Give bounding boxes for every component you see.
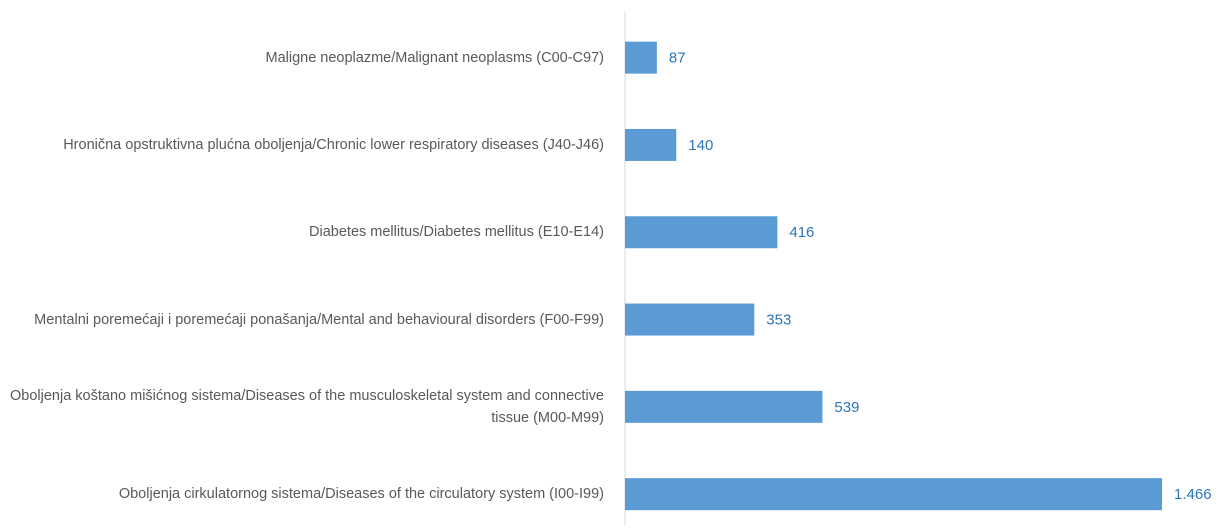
value-label: 87 [669,50,686,67]
bar [625,41,657,74]
bar [625,303,755,336]
category-text: Diabetes mellitus/Diabetes mellitus (E10… [309,224,604,241]
category-label: Maligne neoplazme/Malignant neoplasms (C… [4,28,604,88]
category-label: Mentalni poremećaji i poremećaji ponašan… [4,290,604,350]
category-text: Oboljenja koštano mišićnog sistema/Disea… [10,387,604,426]
value-label: 140 [688,137,713,154]
category-text: Oboljenja cirkulatornog sistema/Diseases… [118,486,604,503]
category-label: Hronična opstruktivna plućna oboljenja/C… [4,115,604,175]
bar [625,216,778,249]
category-label: Diabetes mellitus/Diabetes mellitus (E10… [4,202,604,262]
value-label: 353 [766,312,791,329]
value-label: 539 [834,399,859,416]
bar [625,390,823,423]
category-text: Hronična opstruktivna plućna oboljenja/C… [63,136,604,153]
bar [625,478,1162,511]
category-text: Maligne neoplazme/Malignant neoplasms (C… [265,49,604,66]
value-label: 1.466 [1174,486,1212,503]
value-label: 416 [789,224,814,241]
bar [625,128,677,161]
category-label: Oboljenja cirkulatornog sistema/Diseases… [4,464,604,524]
category-text: Mentalni poremećaji i poremećaji ponašan… [34,311,604,328]
category-label: Oboljenja koštano mišićnog sistema/Disea… [4,377,604,437]
